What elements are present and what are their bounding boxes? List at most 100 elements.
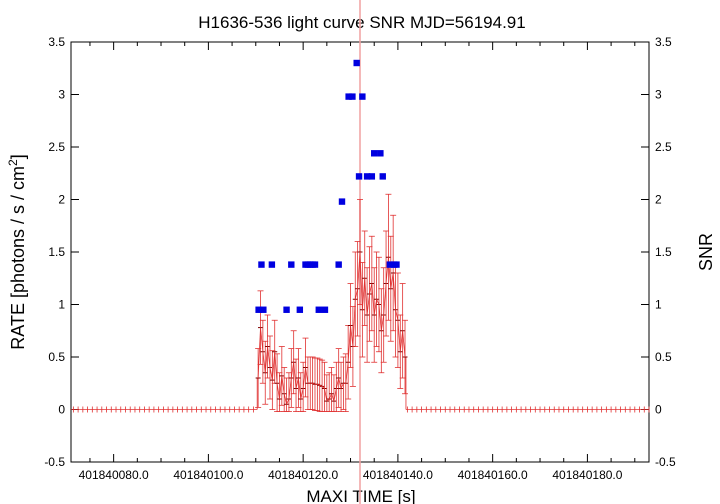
rate-line-segment [359, 251, 363, 310]
y-tick-label-right: 0 [655, 403, 662, 417]
y-tick-label-left: 1 [58, 298, 65, 312]
rate-series [71, 193, 650, 413]
rate-line-segment [283, 393, 287, 405]
rate-line-segment [257, 327, 261, 379]
rate-line-segment [395, 309, 399, 321]
rate-line-segment [352, 299, 356, 347]
x-tick-label: 401840180.0 [552, 468, 622, 482]
snr-point [296, 306, 304, 313]
x-tick-label: 401840120.0 [268, 468, 338, 482]
rate-line-segment [390, 272, 394, 289]
rate-line-segment [350, 325, 354, 347]
snr-point [338, 198, 346, 205]
rate-line-segment [293, 362, 297, 389]
rate-line-segment [260, 327, 264, 352]
rate-line-segment [326, 398, 330, 402]
y-tick-label-right: 0.5 [655, 350, 672, 364]
snr-point [359, 93, 366, 100]
rate-line-segment [324, 388, 328, 402]
x-tick-label: 401840100.0 [173, 468, 243, 482]
y-tick-label-right: 2 [655, 193, 662, 207]
y-tick-label-right: 2.5 [655, 140, 672, 154]
y-axis-label-left: RATE [photons / s / cm2] [6, 154, 28, 349]
snr-point [283, 306, 290, 313]
rate-line-segment [331, 393, 335, 402]
rate-line-segment [378, 304, 382, 331]
rate-line-segment [369, 283, 373, 295]
rate-line-segment [361, 278, 366, 310]
rate-line-segment [366, 293, 370, 316]
x-tick-label: 401840140.0 [363, 468, 433, 482]
y-tick-label-right: 3 [655, 88, 662, 102]
rate-line-segment [338, 377, 342, 389]
rate-line-segment [376, 299, 380, 305]
rate-line-segment [319, 384, 323, 387]
rate-line-segment [402, 330, 406, 358]
snr-point [255, 306, 262, 313]
rate-line-segment [269, 367, 273, 381]
rate-line-segment [371, 283, 375, 316]
snr-point [321, 306, 329, 313]
snr-point [386, 261, 394, 268]
rate-line-segment [364, 278, 368, 316]
rate-line-segment [335, 377, 340, 389]
snr-point [349, 93, 356, 100]
rate-line-segment [300, 388, 304, 400]
rate-line-segment [302, 367, 306, 389]
y-tick-label-right: 1.5 [655, 245, 672, 259]
snr-point [355, 173, 363, 180]
axes: -0.5 -0.5 0 0 0.5 0.5 1 1 1.5 1.5 2 2 2.5 2.5 3 3 3.5 3.5… [44, 35, 676, 482]
x-tick-label: 401840160.0 [458, 468, 528, 482]
rate-line-segment [383, 283, 387, 316]
y-label-text: RATE [photons / s / cm [8, 166, 28, 350]
snr-point [268, 261, 276, 268]
rate-line-segment [347, 325, 351, 363]
rate-line-segment [380, 314, 385, 331]
snr-point [379, 173, 386, 180]
rate-line-segment [276, 383, 280, 400]
snr-point [345, 93, 352, 100]
rate-line-segment [286, 398, 290, 405]
rate-line-segment [373, 299, 377, 316]
snr-point [363, 173, 371, 180]
rate-line-segment [397, 320, 401, 352]
rate-line-segment [392, 272, 396, 310]
y-label-tail: ] [8, 154, 28, 159]
snr-point [368, 173, 376, 180]
y-axis-label-right: SNR [696, 233, 716, 271]
snr-point [260, 306, 267, 313]
rate-line-segment [345, 362, 349, 384]
rate-line-segment [264, 346, 269, 373]
rate-line-segment [271, 351, 276, 381]
snr-point [311, 261, 319, 268]
rate-line-segment [333, 388, 337, 402]
chart-title: H1636-536 light curve SNR MJD=56194.91 [198, 13, 525, 32]
y-tick-label-left: 1.5 [48, 245, 65, 259]
svg-text:RATE [photons / s / cm2]: RATE [photons / s / cm2] [6, 154, 28, 349]
snr-point [258, 261, 265, 268]
rate-line-segment [357, 251, 361, 289]
snr-point [377, 150, 384, 157]
y-label-superscript: 2 [6, 159, 20, 166]
x-tick-label: 401840080.0 [79, 468, 149, 482]
snr-point [353, 59, 360, 67]
snr-point [393, 261, 400, 268]
rate-line-segment [317, 383, 320, 386]
rate-line-segment [312, 382, 316, 385]
rate-line-segment [274, 351, 278, 384]
y-tick-label-right: 1 [655, 298, 662, 312]
rate-line-segment [279, 375, 283, 400]
rate-line-segment [290, 362, 295, 379]
rate-line-segment [399, 330, 404, 352]
snr-point [335, 261, 342, 268]
y-tick-label-left: -0.5 [44, 455, 65, 469]
snr-point [371, 150, 378, 157]
y-tick-label-left: 3.5 [48, 35, 65, 49]
snr-point [288, 261, 295, 268]
y-tick-label-left: 3 [58, 88, 65, 102]
rate-line-segment [262, 351, 266, 373]
rate-line-segment [295, 377, 299, 389]
y-tick-label-left: 0 [58, 403, 65, 417]
y-tick-label-left: 0.5 [48, 350, 65, 364]
